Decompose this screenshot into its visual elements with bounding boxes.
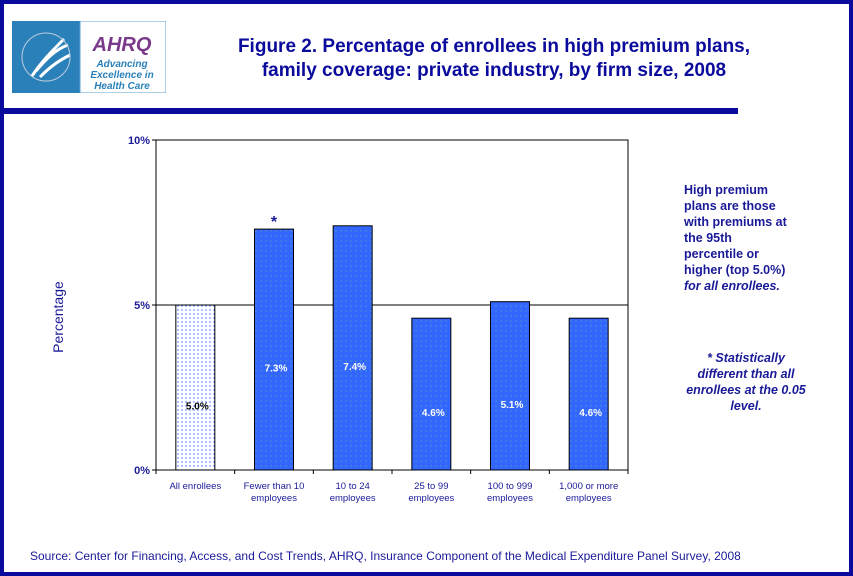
bar [490, 301, 530, 471]
significance-marker: * [271, 214, 278, 231]
svg-text:AHRQ: AHRQ [92, 34, 152, 56]
svg-text:Advancing: Advancing [95, 59, 147, 70]
data-label: 4.6% [422, 408, 445, 419]
data-label: 5.0% [186, 402, 209, 413]
bar-chart: 0% 5% 10% 5.0% All enrollees 7.3% * Fewer than … [128, 135, 629, 504]
svg-text:Excellence in: Excellence in [90, 70, 153, 81]
data-label: 5.1% [501, 400, 524, 411]
x-tick-label: employees [487, 493, 533, 504]
source-note: Source: Center for Financing, Access, an… [30, 549, 741, 563]
data-label: 4.6% [579, 408, 602, 419]
title-line-2: family coverage: private industry, by fi… [261, 60, 727, 81]
ahrq-logo: AHRQ Advancing Excellence in Health Care [12, 21, 166, 93]
definition-note: High premium plans are those with premiu… [684, 183, 787, 293]
bar [411, 317, 452, 471]
x-tick-label: 25 to 99 [414, 481, 448, 492]
bar [332, 225, 373, 471]
x-tick-label: employees [330, 493, 376, 504]
y-tick-label: 10% [128, 135, 150, 147]
x-tick-label: Fewer than 10 [244, 481, 305, 492]
y-tick-label: 0% [134, 465, 150, 477]
x-tick-label: employees [251, 493, 297, 504]
data-label: 7.4% [343, 362, 366, 373]
bar [254, 228, 294, 471]
x-tick-label: employees [566, 493, 612, 504]
x-tick-label: 1,000 or more [559, 481, 618, 492]
y-tick-label: 5% [134, 300, 150, 312]
significance-note: * Statistically different than all enrol… [686, 351, 806, 413]
header-divider [4, 108, 738, 114]
x-tick-label: 100 to 999 [488, 481, 533, 492]
title-line-1: Figure 2. Percentage of enrollees in hig… [237, 36, 751, 57]
svg-text:Health Care: Health Care [94, 81, 150, 92]
bar [175, 304, 216, 471]
data-label: 7.3% [265, 364, 288, 375]
x-tick-label: All enrollees [169, 481, 221, 492]
chart-title: Figure 2. Percentage of enrollees in hig… [204, 35, 784, 83]
x-tick-label: 10 to 24 [335, 481, 369, 492]
x-tick-label: employees [408, 493, 454, 504]
bar [568, 317, 609, 471]
